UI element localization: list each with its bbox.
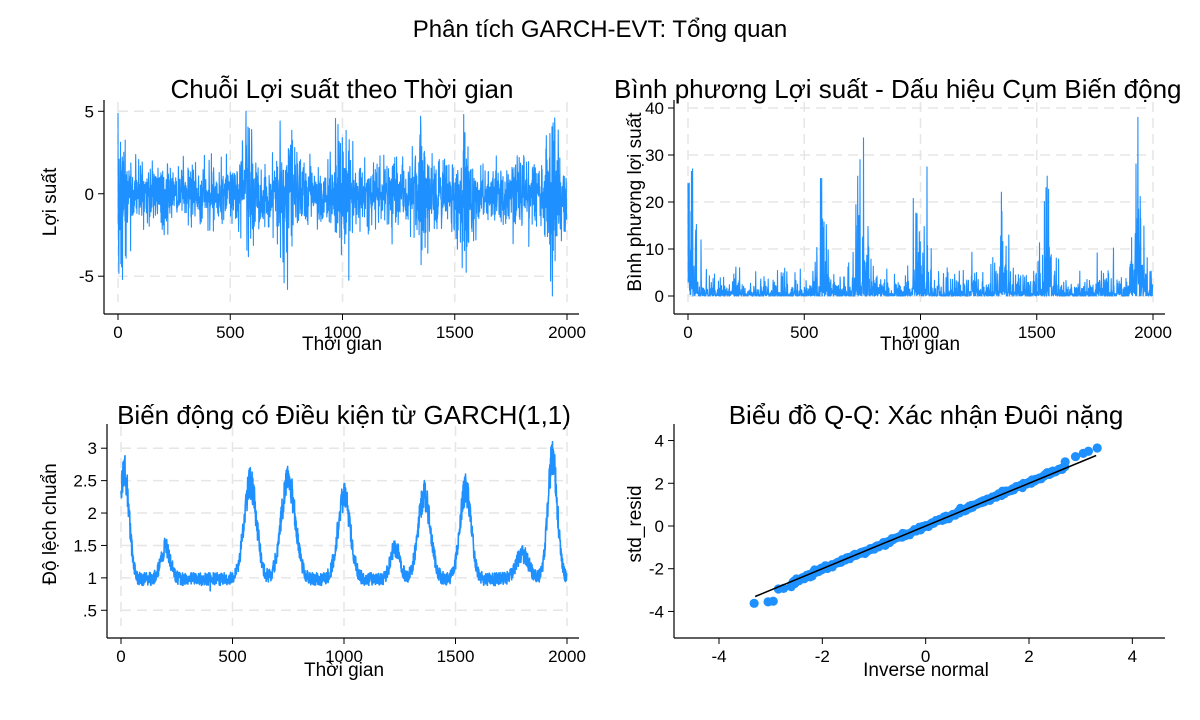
y-tick-label: 4 xyxy=(655,432,664,451)
y-tick-label: 2 xyxy=(88,504,97,523)
x-tick-label: 2000 xyxy=(548,647,586,666)
x-axis-label: Thời gian xyxy=(880,334,960,355)
series-line xyxy=(120,440,568,592)
x-tick-label: -2 xyxy=(815,647,830,666)
y-tick-label: 2.5 xyxy=(73,472,97,491)
panel-conditional-volatility: Biến động có Điều kiện từ GARCH(1,1) Thờ… xyxy=(40,400,571,681)
x-axis-label: Thời gian xyxy=(304,660,384,681)
figure-title: Phân tích GARCH-EVT: Tổng quan xyxy=(412,16,788,43)
y-tick-label: 1 xyxy=(88,569,97,588)
x-tick-label: 0 xyxy=(683,323,692,342)
axes: 0 500 1000 1500 2000 0 10 20 30 40 xyxy=(645,99,1172,342)
y-axis-label: Lợi suất xyxy=(40,167,61,236)
y-tick-label: 3 xyxy=(88,439,97,458)
x-axis-label: Inverse normal xyxy=(863,660,989,681)
axes: 0 500 1000 1500 2000 -5 0 5 xyxy=(79,100,586,342)
x-tick-label: 0 xyxy=(921,647,930,666)
qq-point xyxy=(786,581,796,591)
y-tick-label: -4 xyxy=(649,602,664,621)
axes: -4 -2 0 2 4 -4 -2 0 2 4 xyxy=(649,424,1165,666)
qq-point xyxy=(1060,457,1070,467)
y-tick-label: .5 xyxy=(83,601,97,620)
x-tick-label: 1500 xyxy=(436,323,474,342)
x-tick-label: 1500 xyxy=(1018,323,1056,342)
qq-point xyxy=(768,596,778,606)
x-tick-label: 500 xyxy=(216,323,244,342)
x-axis-label: Thời gian xyxy=(302,334,382,355)
x-tick-label: 2000 xyxy=(548,323,586,342)
y-tick-label: 10 xyxy=(645,240,664,259)
y-tick-label: 5 xyxy=(85,102,94,121)
y-tick-label: 40 xyxy=(645,99,664,118)
y-axis-label: std_resid xyxy=(625,485,646,562)
series-line xyxy=(117,110,568,297)
y-tick-label: 0 xyxy=(85,185,94,204)
y-tick-label: -2 xyxy=(649,560,664,579)
qq-reference-line xyxy=(754,454,1097,598)
y-tick-label: -5 xyxy=(79,267,94,286)
panel-squared-returns: Bình phương Lợi suất - Dấu hiệu Cụm Biến… xyxy=(614,74,1182,355)
x-tick-label: 500 xyxy=(790,323,818,342)
panel-title: Chuỗi Lợi suất theo Thời gian xyxy=(171,74,514,104)
x-tick-label: 2 xyxy=(1024,647,1033,666)
y-tick-label: 0 xyxy=(655,517,664,536)
panel-title: Biểu đồ Q-Q: Xác nhận Đuôi nặng xyxy=(729,400,1124,430)
x-tick-label: 1500 xyxy=(437,647,475,666)
x-tick-label: 1000 xyxy=(325,647,363,666)
panel-returns: Chuỗi Lợi suất theo Thời gian Thời gian … xyxy=(40,74,513,355)
series-line xyxy=(687,116,1154,297)
y-tick-label: 0 xyxy=(655,287,664,306)
panel-qq-plot: Biểu đồ Q-Q: Xác nhận Đuôi nặng Inverse … xyxy=(625,400,1123,681)
y-tick-label: 1.5 xyxy=(73,536,97,555)
qq-point xyxy=(1092,443,1102,453)
panel-title: Bình phương Lợi suất - Dấu hiệu Cụm Biến… xyxy=(614,74,1182,104)
qq-point xyxy=(1070,451,1081,462)
y-tick-label: 30 xyxy=(645,146,664,165)
x-tick-label: 2000 xyxy=(1134,323,1172,342)
qq-point xyxy=(749,598,759,608)
x-tick-label: 0 xyxy=(113,323,122,342)
x-tick-label: 1000 xyxy=(902,323,940,342)
x-tick-label: 500 xyxy=(218,647,246,666)
panel-title: Biến động có Điều kiện từ GARCH(1,1) xyxy=(117,400,571,430)
y-axis-label: Bình phương lợi suất xyxy=(625,112,646,292)
axes: 0 500 1000 1500 2000 .5 1 1.5 2 2.5 3 xyxy=(73,424,586,666)
x-tick-label: 1000 xyxy=(324,323,362,342)
x-tick-label: 0 xyxy=(116,647,125,666)
y-tick-label: 2 xyxy=(655,474,664,493)
x-tick-label: -4 xyxy=(711,647,726,666)
x-tick-label: 4 xyxy=(1128,647,1137,666)
y-tick-label: 20 xyxy=(645,193,664,212)
qq-point xyxy=(1083,446,1094,456)
y-axis-label: Độ lệch chuẩn xyxy=(40,463,61,584)
